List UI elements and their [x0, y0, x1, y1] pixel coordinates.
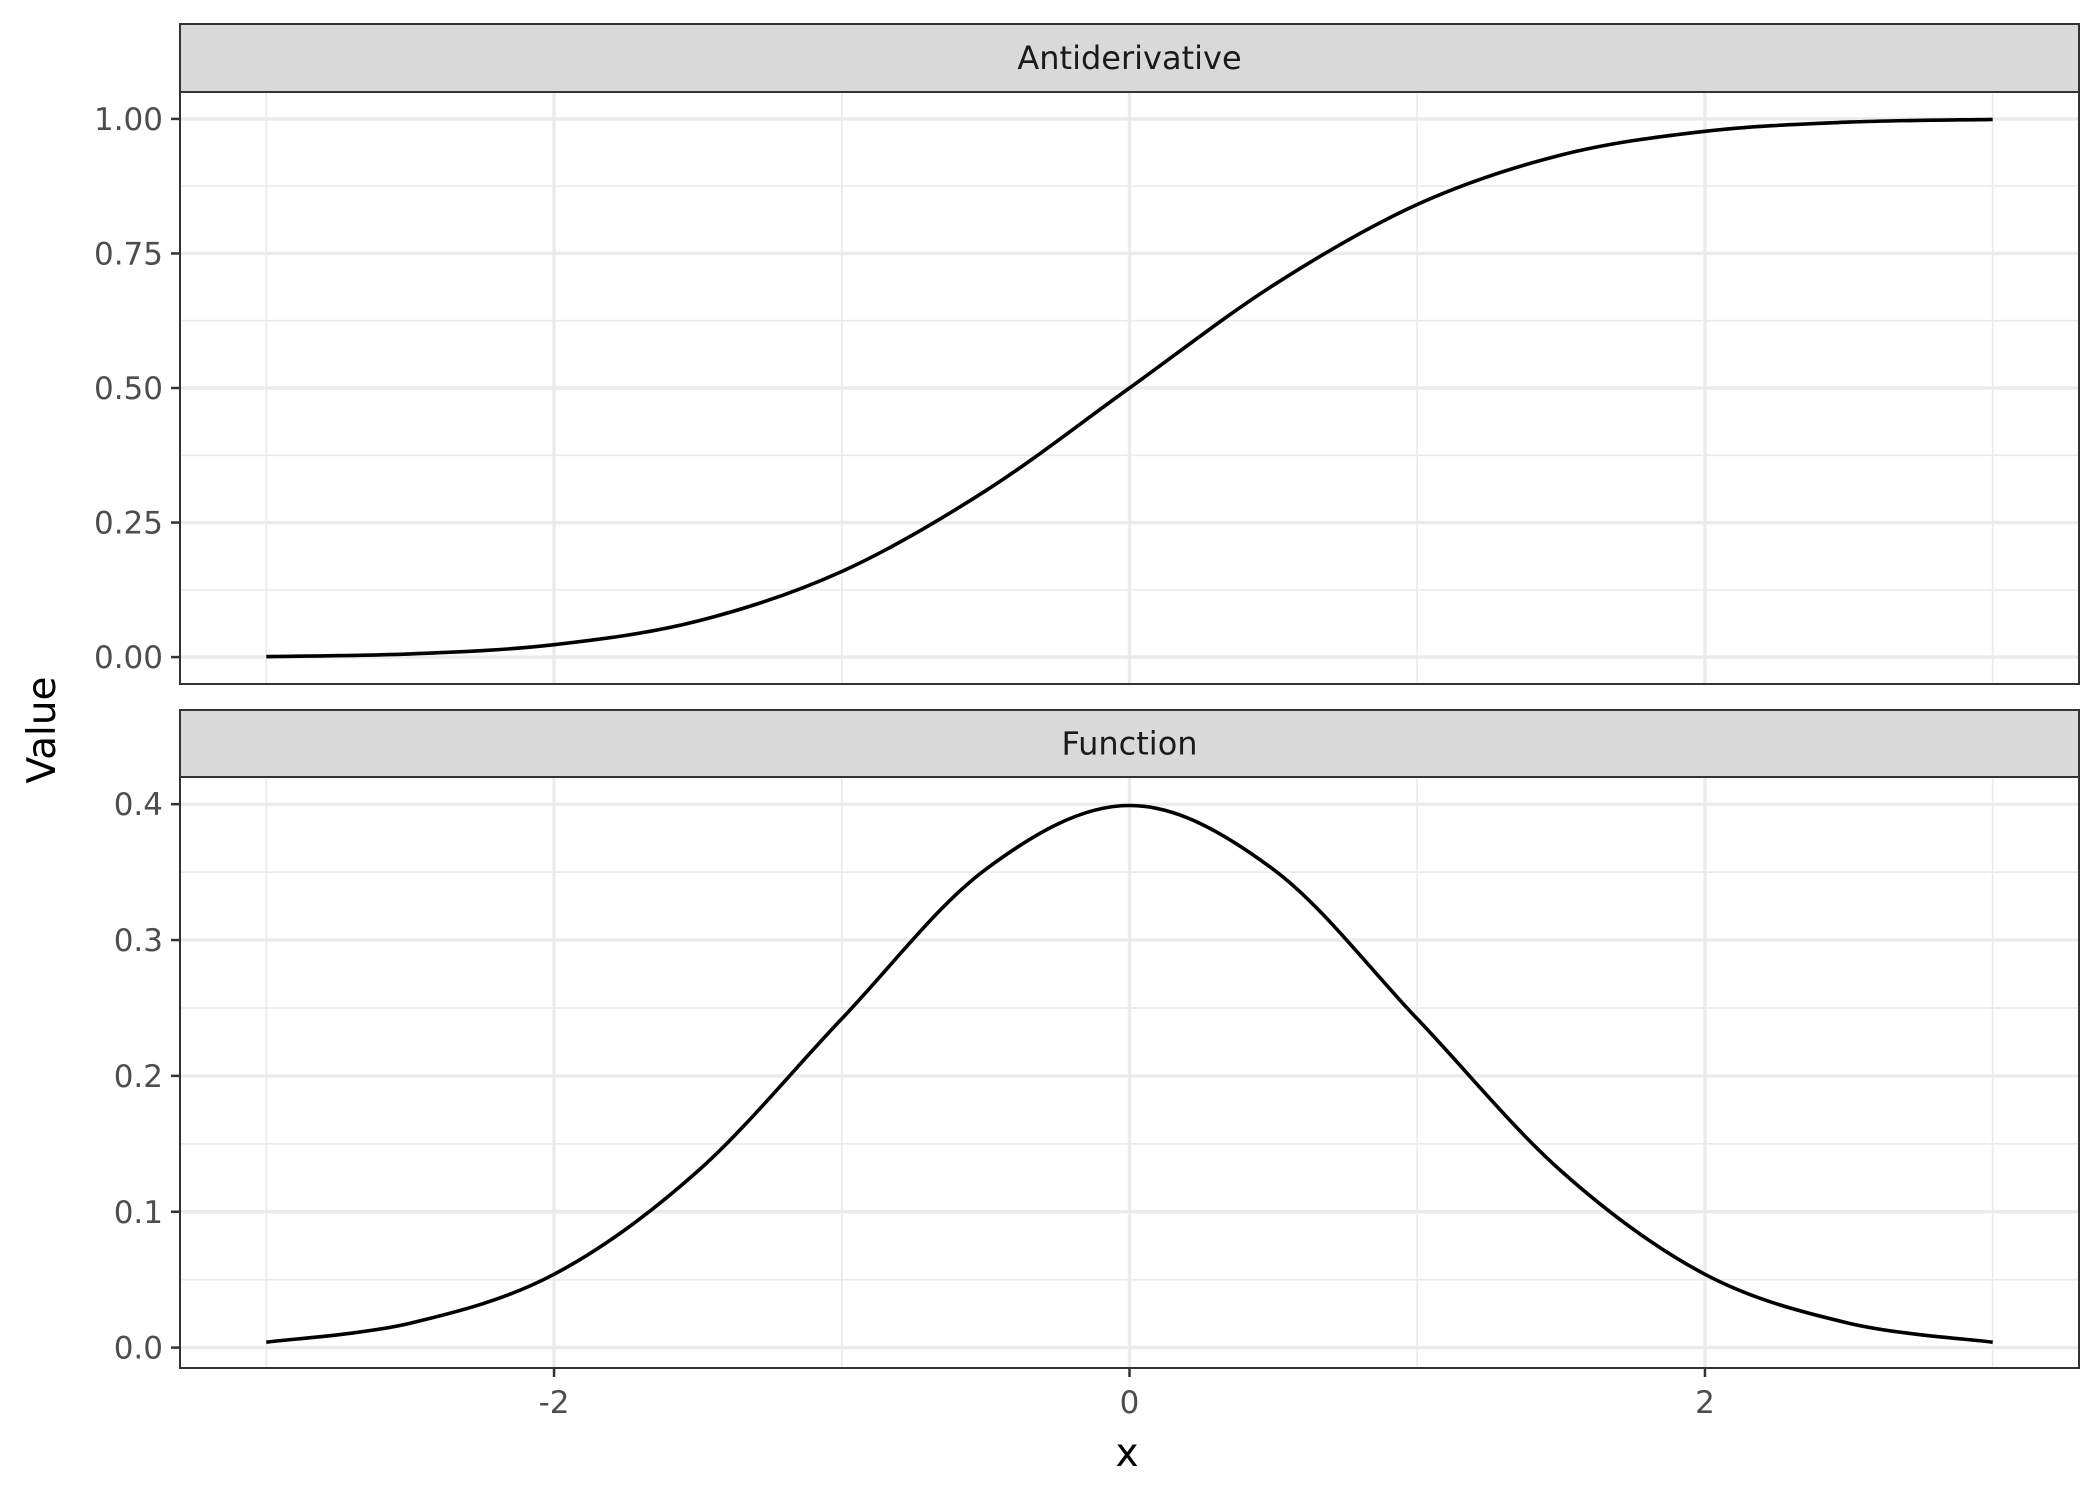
- facet-panel-function: 0.0 0.1 0.2 0.3 0.4 Function -2 0 2: [114, 709, 2080, 1421]
- facet-strip-label: Function: [1061, 725, 1197, 763]
- facet-strip: [179, 23, 2080, 93]
- x-axis-title: x: [1115, 1431, 1138, 1476]
- y-axis-title: Value: [20, 676, 65, 783]
- y-tick-label: 1.00: [94, 102, 163, 138]
- facet-strip-label: Antiderivative: [1017, 39, 1241, 77]
- y-tick-label: 0.25: [94, 506, 163, 542]
- y-tick-label: 0.4: [114, 787, 163, 823]
- y-tick-label: 0.00: [94, 640, 163, 676]
- y-tick-label: 0.2: [114, 1059, 163, 1095]
- facet-panel-antiderivative: 0.00 0.25 0.50 0.75 1.00 Antiderivative: [94, 23, 2080, 685]
- x-tick-label: 0: [1120, 1385, 1140, 1421]
- y-tick-label: 0.1: [114, 1195, 163, 1231]
- x-tick-label: -2: [539, 1385, 570, 1421]
- y-tick-label: 0.3: [114, 923, 163, 959]
- x-tick-label: 2: [1695, 1385, 1715, 1421]
- series-line-antiderivative: [266, 117, 1993, 659]
- facet-strip: [179, 709, 2080, 778]
- series-line-function: [266, 803, 1993, 1344]
- y-tick-label: 0.75: [94, 236, 163, 272]
- y-tick-label: 0.0: [114, 1331, 163, 1367]
- y-tick-label: 0.50: [94, 371, 163, 407]
